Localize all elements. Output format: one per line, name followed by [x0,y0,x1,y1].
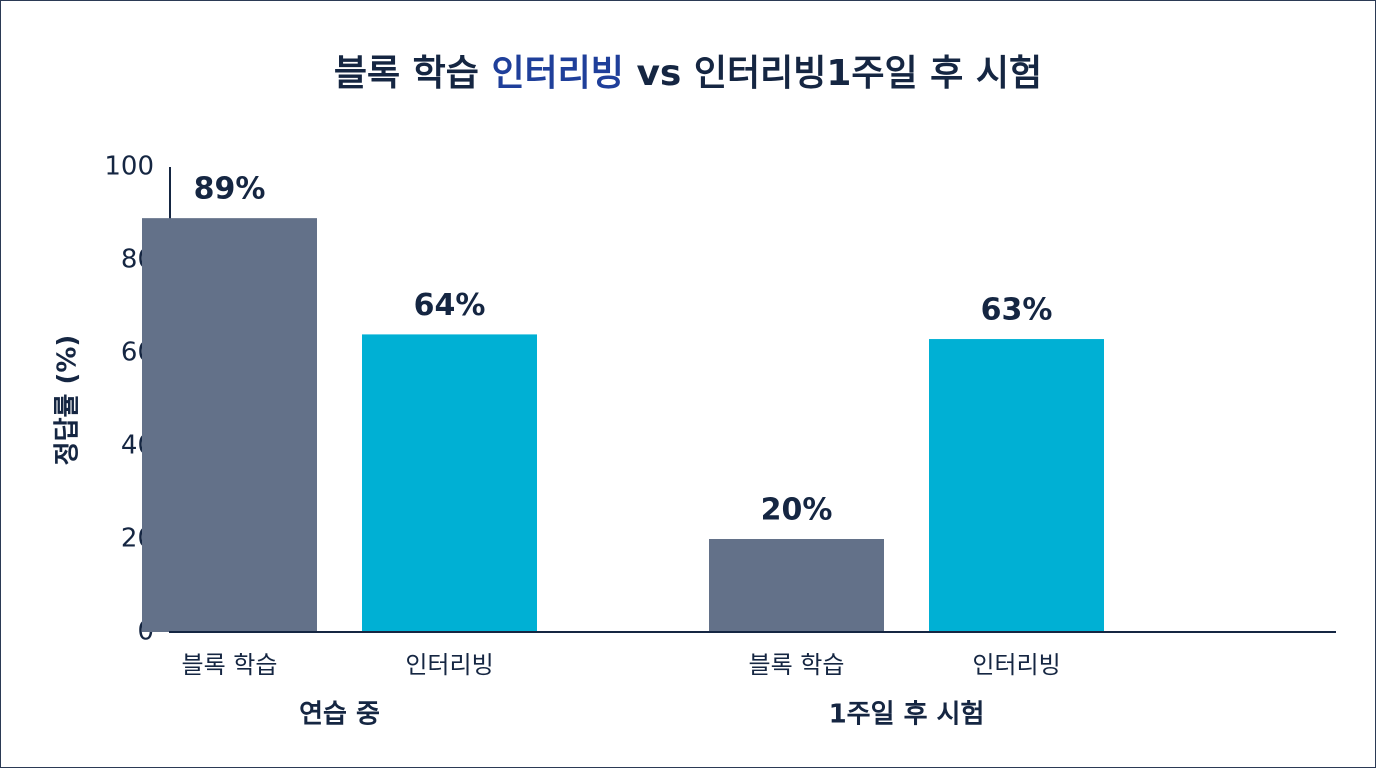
value-label: 64% [414,288,486,323]
y-tick-label: 100 [104,152,154,182]
group-label: 1주일 후 시험 [829,700,985,730]
bar [142,218,317,632]
value-label: 89% [194,172,266,207]
chart-title: 블록 학습 인터리빙 vs 인터리빙1주일 후 시험 [334,53,1042,94]
x-tick-label: 블록 학습 [182,651,278,679]
title-part: 블록 학습 [334,53,492,94]
y-axis-title: 정답률 (%) [53,335,83,466]
x-tick-label: 인터리빙 [405,651,493,679]
title-part: vs 인터리빙1주일 후 시험 [624,53,1042,94]
bar [709,539,884,632]
group-label: 연습 중 [299,700,380,730]
value-label: 63% [981,293,1053,328]
x-tick-label: 블록 학습 [749,651,845,679]
x-tick-label: 인터리빙 [972,651,1060,679]
bar [362,334,537,632]
value-label: 20% [761,493,833,528]
title-part: 인터리빙 [491,53,623,94]
bar [929,339,1104,632]
